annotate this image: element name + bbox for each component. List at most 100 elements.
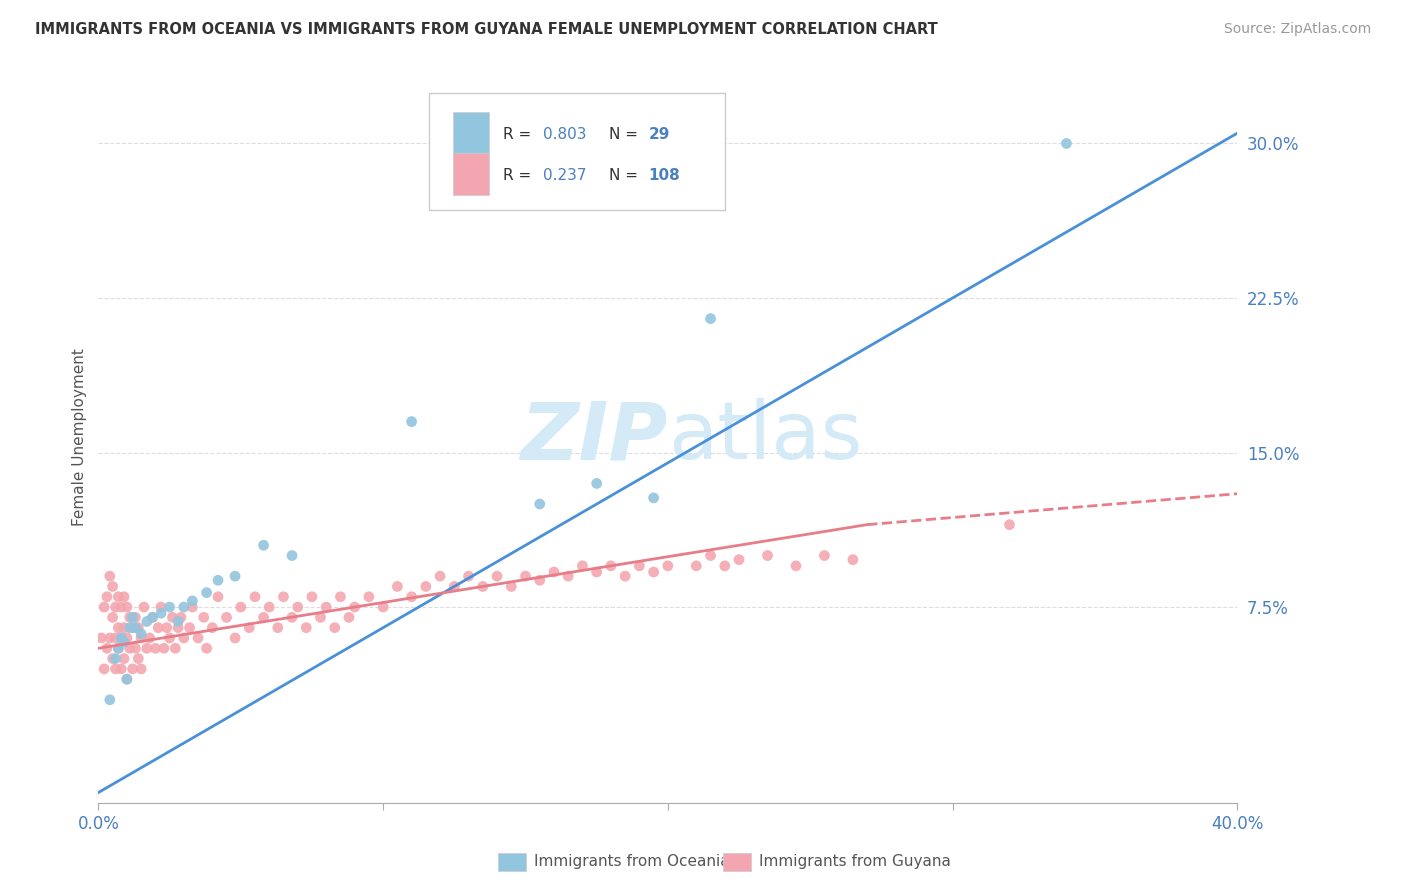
- Text: IMMIGRANTS FROM OCEANIA VS IMMIGRANTS FROM GUYANA FEMALE UNEMPLOYMENT CORRELATIO: IMMIGRANTS FROM OCEANIA VS IMMIGRANTS FR…: [35, 22, 938, 37]
- Point: [785, 558, 807, 573]
- Point: [115, 672, 138, 686]
- Point: [486, 569, 509, 583]
- Point: [150, 600, 173, 615]
- Point: [471, 579, 494, 593]
- Point: [387, 579, 409, 593]
- Point: [115, 672, 138, 686]
- Point: [229, 600, 252, 615]
- FancyBboxPatch shape: [453, 112, 489, 154]
- Point: [167, 615, 190, 629]
- Point: [124, 610, 146, 624]
- Text: 0.803: 0.803: [543, 128, 586, 143]
- Point: [529, 574, 551, 588]
- Point: [135, 615, 157, 629]
- Text: ZIP: ZIP: [520, 398, 668, 476]
- Point: [187, 631, 209, 645]
- Point: [215, 610, 238, 624]
- Point: [600, 558, 623, 573]
- Point: [115, 600, 138, 615]
- Point: [101, 651, 124, 665]
- Point: [145, 641, 167, 656]
- Point: [243, 590, 266, 604]
- Point: [96, 590, 118, 604]
- Point: [295, 621, 318, 635]
- Point: [224, 631, 246, 645]
- Point: [115, 631, 138, 645]
- Point: [281, 610, 304, 624]
- Point: [224, 569, 246, 583]
- Point: [252, 538, 274, 552]
- Point: [287, 600, 309, 615]
- Point: [138, 631, 160, 645]
- Point: [153, 641, 176, 656]
- Point: [699, 549, 721, 563]
- Point: [643, 565, 665, 579]
- Text: 29: 29: [648, 128, 669, 143]
- Point: [107, 590, 129, 604]
- Point: [127, 651, 149, 665]
- Point: [267, 621, 290, 635]
- Point: [110, 600, 132, 615]
- Point: [98, 693, 121, 707]
- Point: [141, 610, 163, 624]
- Text: 0.237: 0.237: [543, 169, 586, 184]
- Point: [129, 631, 152, 645]
- Point: [685, 558, 707, 573]
- Text: Immigrants from Oceania: Immigrants from Oceania: [534, 855, 730, 869]
- Point: [104, 662, 127, 676]
- FancyBboxPatch shape: [453, 153, 489, 195]
- Point: [110, 631, 132, 645]
- Point: [357, 590, 380, 604]
- Point: [101, 610, 124, 624]
- Point: [107, 641, 129, 656]
- Point: [112, 621, 135, 635]
- Point: [107, 641, 129, 656]
- Point: [173, 631, 195, 645]
- Point: [699, 311, 721, 326]
- Point: [107, 621, 129, 635]
- Text: R =: R =: [503, 128, 536, 143]
- Point: [323, 621, 346, 635]
- Point: [309, 610, 332, 624]
- Point: [415, 579, 437, 593]
- Point: [121, 621, 143, 635]
- Point: [90, 631, 112, 645]
- Point: [159, 600, 181, 615]
- Text: R =: R =: [503, 169, 536, 184]
- Point: [118, 621, 141, 635]
- Point: [101, 579, 124, 593]
- Point: [1056, 136, 1078, 151]
- Point: [585, 565, 607, 579]
- Point: [159, 631, 181, 645]
- Point: [643, 491, 665, 505]
- Point: [614, 569, 637, 583]
- Text: Immigrants from Guyana: Immigrants from Guyana: [759, 855, 950, 869]
- Point: [557, 569, 579, 583]
- Text: N =: N =: [609, 169, 643, 184]
- Point: [571, 558, 593, 573]
- Point: [259, 600, 281, 615]
- Point: [167, 621, 190, 635]
- Point: [515, 569, 537, 583]
- Point: [112, 651, 135, 665]
- Point: [273, 590, 295, 604]
- Point: [162, 610, 184, 624]
- Point: [156, 621, 179, 635]
- Point: [628, 558, 651, 573]
- Point: [98, 631, 121, 645]
- Point: [121, 610, 143, 624]
- Point: [401, 415, 423, 429]
- Point: [195, 585, 218, 599]
- Point: [443, 579, 465, 593]
- Point: [104, 631, 127, 645]
- Point: [281, 549, 304, 563]
- Point: [207, 590, 229, 604]
- Point: [529, 497, 551, 511]
- Point: [585, 476, 607, 491]
- Point: [842, 552, 865, 566]
- Point: [121, 662, 143, 676]
- Point: [181, 600, 204, 615]
- Point: [457, 569, 479, 583]
- Point: [124, 641, 146, 656]
- Point: [728, 552, 751, 566]
